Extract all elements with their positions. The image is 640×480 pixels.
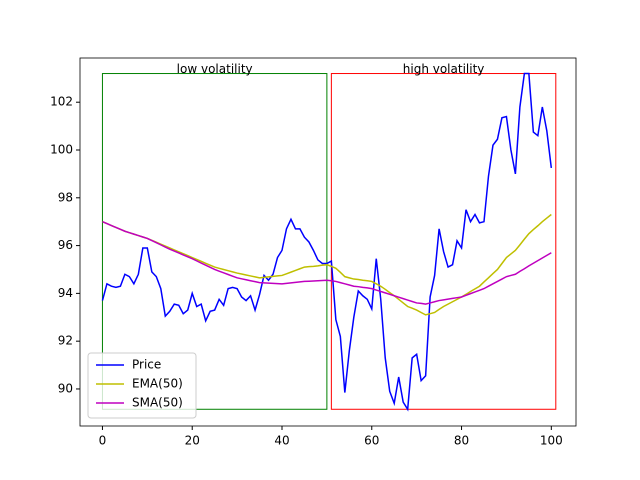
y-tick-label: 92 bbox=[58, 334, 73, 348]
y-tick-label: 90 bbox=[58, 381, 73, 395]
x-tick-label: 20 bbox=[185, 434, 200, 448]
legend-label: EMA(50) bbox=[132, 377, 183, 391]
y-tick-label: 100 bbox=[50, 143, 73, 157]
x-tick-label: 60 bbox=[364, 434, 379, 448]
region bbox=[101, 73, 328, 410]
legend-box bbox=[87, 352, 197, 419]
line-series bbox=[102, 220, 552, 305]
x-tick-label: 0 bbox=[99, 434, 107, 448]
y-tick-label: 96 bbox=[58, 238, 73, 252]
y-tick-label: 94 bbox=[58, 286, 73, 300]
y-tick-label: 102 bbox=[50, 95, 73, 109]
legend-label: SMA(50) bbox=[132, 396, 183, 410]
plot-frame bbox=[79, 57, 577, 427]
line-series bbox=[101, 72, 553, 412]
region-label: low volatility bbox=[177, 62, 253, 76]
x-tick-label: 80 bbox=[454, 434, 469, 448]
x-tick-label: 40 bbox=[274, 434, 289, 448]
y-tick-label: 98 bbox=[58, 190, 73, 204]
x-tick-label: 100 bbox=[540, 434, 563, 448]
region-label: high volatility bbox=[403, 62, 485, 76]
region bbox=[330, 73, 557, 410]
legend-label: Price bbox=[132, 358, 161, 372]
line-series bbox=[102, 213, 552, 316]
